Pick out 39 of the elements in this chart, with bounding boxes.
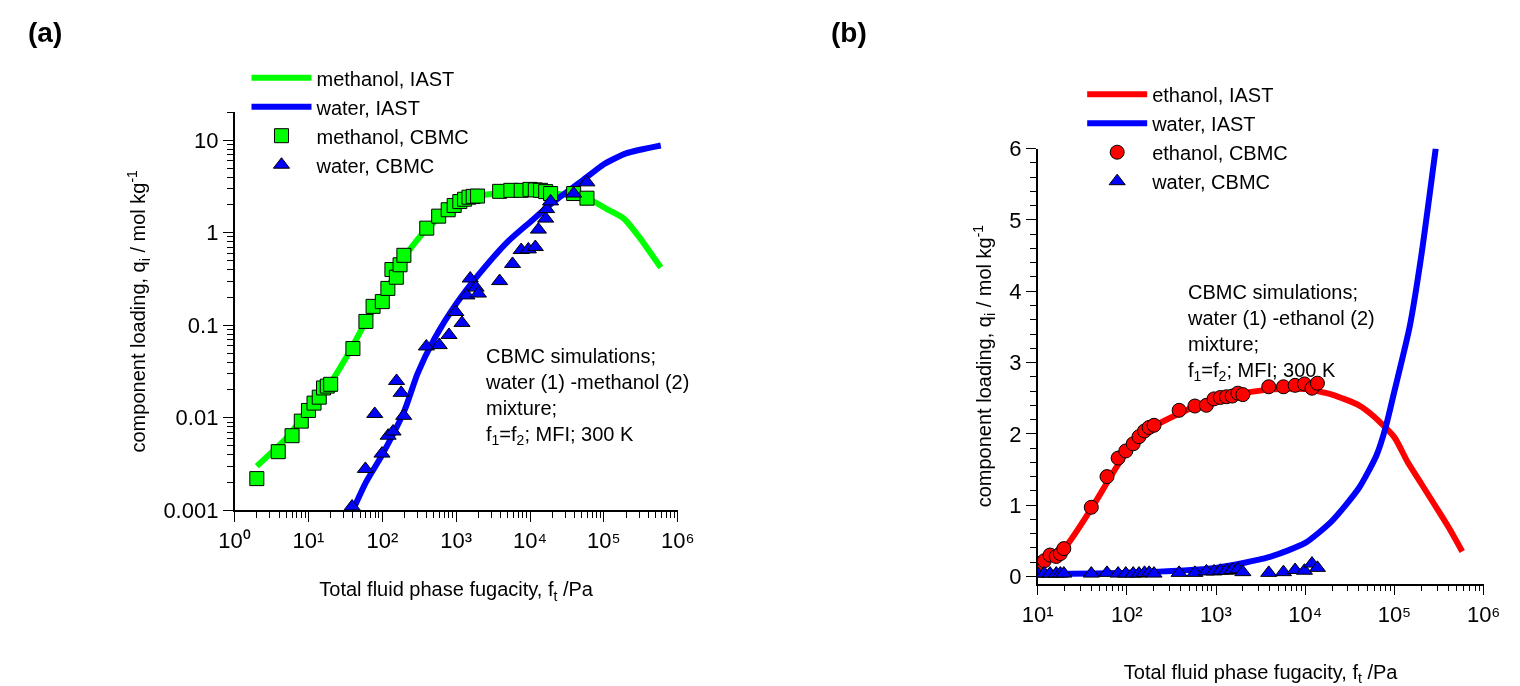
y-tick-label: 6 <box>1009 136 1022 162</box>
annotation: CBMC simulations; water (1) -methanol (2) mixture; f$_{1}$=f$_{2}$; MFI; 300 K <box>485 345 690 449</box>
x-tick-label: 10³ <box>1200 601 1232 627</box>
x-tick-label: 10⁶ <box>660 528 695 554</box>
y-tick-label: 3 <box>1009 350 1022 376</box>
x-tick-label: 10⁶ <box>1466 601 1501 627</box>
legend-label: water, CBMC <box>1151 171 1270 193</box>
x-tick-label: 10³ <box>440 528 473 554</box>
legend-label: water, IAST <box>1151 113 1256 135</box>
y-tick-label: 5 <box>1009 207 1022 233</box>
x-tick-label: 10⁵ <box>587 528 621 554</box>
x-axis-title: Total fluid phase fugacity, f$_{t}$ /Pa <box>1123 660 1399 686</box>
x-tick-label: 10⁰ <box>218 528 251 554</box>
x-tick-label: 10¹ <box>292 528 325 554</box>
legend-label: ethanol, IAST <box>1152 84 1274 106</box>
chart-title: (a) <box>28 17 63 48</box>
x-axis-title: Total fluid phase fugacity, f$_{t}$ /Pa <box>319 578 594 604</box>
y-tick-label: 0 <box>1009 564 1022 590</box>
legend-label: water, IAST <box>315 96 420 119</box>
y-tick-label: 0.001 <box>163 498 219 523</box>
y-tick-label: 4 <box>1009 278 1022 304</box>
y-tick-label: 1 <box>1009 492 1022 518</box>
y-tick-label: 2 <box>1009 421 1022 447</box>
y-tick-label: 10 <box>193 127 219 153</box>
x-tick-label: 10⁴ <box>513 528 547 554</box>
legend-label: water, CBMC <box>315 154 435 177</box>
annotation: CBMC simulations; water (1) -ethanol (2) mixture; f$_{1}$=f$_{2}$; MFI; 300 K <box>1187 281 1375 385</box>
legend-label: ethanol, CBMC <box>1152 142 1288 164</box>
y-tick-label: 0.01 <box>175 405 219 431</box>
chart-title: (b) <box>831 17 867 48</box>
x-tick-label: 10² <box>366 528 399 554</box>
x-tick-label: 10¹ <box>1021 601 1054 627</box>
y-tick-label: 1 <box>206 220 219 246</box>
x-tick-label: 10⁵ <box>1377 601 1412 627</box>
legend-label: methanol, CBMC <box>316 125 469 148</box>
x-tick-label: 10⁴ <box>1288 601 1323 627</box>
y-tick-label: 0.1 <box>187 312 219 338</box>
x-tick-label: 10² <box>1110 601 1143 627</box>
legend-label: methanol, IAST <box>316 67 455 90</box>
